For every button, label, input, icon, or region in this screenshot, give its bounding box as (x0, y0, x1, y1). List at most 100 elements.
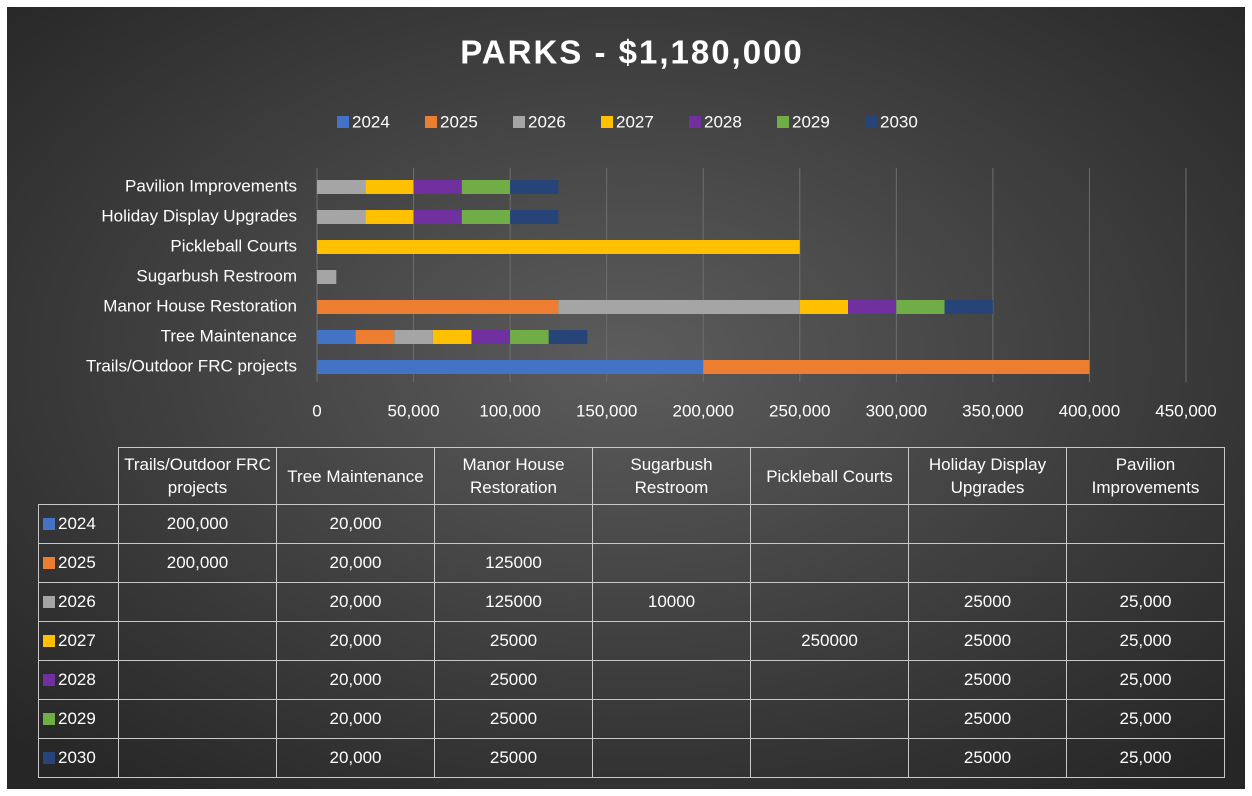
table-cell: 25000 (908, 660, 1067, 700)
legend-label: 2029 (792, 112, 830, 131)
table-cell: 20,000 (276, 582, 435, 622)
x-tick-label: 450,000 (1155, 401, 1216, 420)
table-cell (592, 543, 751, 583)
bar (317, 180, 366, 194)
bar (394, 330, 433, 344)
table-row-label: 2027 (38, 621, 119, 661)
table-header-cell: Pickleball Courts (750, 447, 909, 505)
table-cell: 125000 (434, 543, 593, 583)
table-header-cell: Tree Maintenance (276, 447, 435, 505)
bar (317, 330, 356, 344)
bar (365, 180, 414, 194)
y-tick-label: Sugarbush Restroom (136, 266, 297, 285)
table-row-name: 2030 (58, 748, 96, 767)
data-table: Trails/Outdoor FRC projects Tree Maintena… (38, 447, 1225, 778)
table-cell (592, 699, 751, 739)
table-cell (434, 504, 593, 544)
x-tick-label: 250,000 (769, 401, 830, 420)
legend-label: 2025 (440, 112, 478, 131)
bar (317, 300, 559, 314)
table-cell: 250000 (750, 621, 909, 661)
legend-key (337, 116, 349, 128)
table-row-name: 2029 (58, 709, 96, 728)
table-cell (750, 543, 909, 583)
table-cell: 20,000 (276, 738, 435, 778)
table-row-name: 2026 (58, 592, 96, 611)
table-header-row: Trails/Outdoor FRC projects Tree Maintena… (38, 447, 1225, 505)
legend-label: 2024 (352, 112, 390, 131)
table-row-name: 2024 (58, 514, 96, 533)
x-tick-label: 150,000 (576, 401, 637, 420)
table-cell (118, 582, 277, 622)
bar (461, 210, 511, 224)
table-cell: 20,000 (276, 504, 435, 544)
bar (317, 240, 800, 254)
legend-key (601, 116, 613, 128)
table-cell (750, 699, 909, 739)
table-cell: 25000 (434, 660, 593, 700)
table-cell (118, 699, 277, 739)
table-cell: 20,000 (276, 543, 435, 583)
table-header-cell: Sugarbush Restroom (592, 447, 751, 505)
bar (896, 300, 945, 314)
table-cell (1066, 504, 1225, 544)
x-tick-label: 100,000 (479, 401, 540, 420)
table-cell: 20,000 (276, 660, 435, 700)
x-tick-label: 400,000 (1059, 401, 1120, 420)
y-tick-label: Pavilion Improvements (125, 176, 297, 195)
x-tick-label: 350,000 (962, 401, 1023, 420)
bar (510, 210, 559, 224)
table-cell: 20,000 (276, 621, 435, 661)
table-cell (118, 621, 277, 661)
table-cell: 200,000 (118, 543, 277, 583)
x-tick-label: 300,000 (866, 401, 927, 420)
legend-label: 2028 (704, 112, 742, 131)
table-cell: 25000 (434, 699, 593, 739)
bar (413, 180, 462, 194)
chart-title: PARKS - $1,180,000 (460, 34, 804, 71)
x-tick-label: 200,000 (672, 401, 733, 420)
x-tick-label: 0 (312, 401, 321, 420)
legend-label: 2026 (528, 112, 566, 131)
table-row-label: 2029 (38, 699, 119, 739)
bar (355, 330, 395, 344)
legend-key (777, 116, 789, 128)
legend-key (43, 674, 55, 686)
legend-key (43, 752, 55, 764)
table-header-cell: Holiday Display Upgrades (908, 447, 1067, 505)
bar (799, 300, 849, 314)
table-cell (118, 660, 277, 700)
table-cell: 25,000 (1066, 621, 1225, 661)
table-corner (38, 447, 119, 505)
table-row: 2026 20,000 125000 10000 25000 25,000 (38, 582, 1225, 622)
legend-label: 2030 (880, 112, 918, 131)
legend-key (43, 557, 55, 569)
bar (365, 210, 414, 224)
bar (317, 270, 337, 284)
bar (432, 330, 472, 344)
table-cell (908, 504, 1067, 544)
table-cell: 25000 (908, 738, 1067, 778)
table-row: 2030 20,000 25000 25000 25,000 (38, 738, 1225, 778)
table-header-cell: Trails/Outdoor FRC projects (118, 447, 277, 505)
bar (944, 300, 993, 314)
table-cell: 25000 (908, 699, 1067, 739)
bar (510, 180, 559, 194)
legend-key (513, 116, 525, 128)
bar (548, 330, 588, 344)
table-cell: 200,000 (118, 504, 277, 544)
bar (413, 210, 462, 224)
table-row: 2028 20,000 25000 25000 25,000 (38, 660, 1225, 700)
table-cell (750, 504, 909, 544)
legend-key (425, 116, 437, 128)
table-cell: 25000 (434, 738, 593, 778)
table-cell (592, 504, 751, 544)
legend-key (43, 596, 55, 608)
table-cell (592, 660, 751, 700)
table-row: 2027 20,000 25000 250000 25000 25,000 (38, 621, 1225, 661)
table-cell: 25,000 (1066, 738, 1225, 778)
y-tick-label: Trails/Outdoor FRC projects (86, 356, 297, 375)
legend-key (865, 116, 877, 128)
table-row: 2029 20,000 25000 25000 25,000 (38, 699, 1225, 739)
table-row-name: 2028 (58, 670, 96, 689)
